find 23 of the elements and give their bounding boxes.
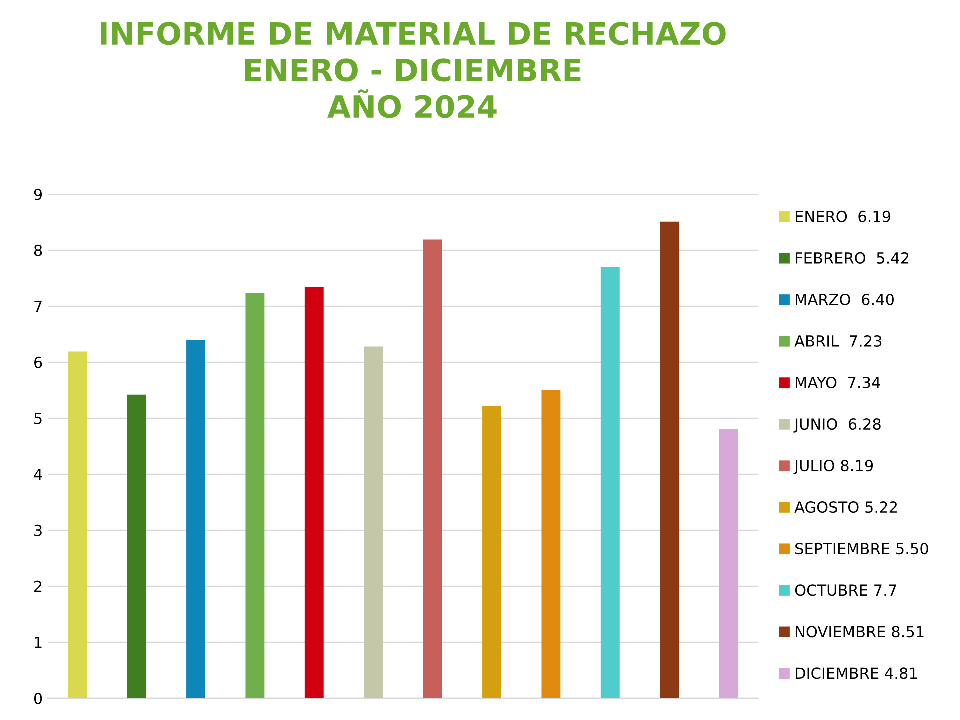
legend-label: JULIO 8.19 (794, 460, 874, 474)
y-tick-label: 8 (34, 244, 42, 256)
legend-label: JUNIO 6.28 (794, 418, 881, 433)
legend-label: AGOSTO 5.22 (794, 502, 897, 514)
legend-label: NOVIEMBRE 8.51 (796, 626, 924, 638)
y-tick-label: 6 (34, 356, 42, 368)
y-tick-label: 1 (35, 637, 42, 648)
y-tick-label: 9 (34, 188, 42, 200)
legend-label: MAYO 7.34 (796, 376, 880, 389)
chart-title: INFORME DE MATERIAL DE RECHAZO ENERO - DICIEMBRE AÑO 2024 (100, 22, 726, 118)
legend-label: MARZO 6.40 (796, 294, 894, 306)
legend-label: ABRIL 7.23 (794, 335, 882, 348)
legend-label: FEBRERO 5.42 (796, 252, 909, 264)
legend-label: DICIEMBRE 4.81 (796, 668, 918, 680)
y-tick-label: 4 (34, 469, 42, 480)
y-tick-label: 2 (34, 580, 42, 592)
legend-label: SEPTIEMBRE 5.50 (796, 543, 928, 555)
y-tick-label: 3 (34, 524, 42, 536)
y-tick-label: 5 (34, 413, 42, 424)
y-tick-label: 0 (34, 692, 42, 704)
y-tick-label: 7 (34, 301, 42, 312)
legend-label: OCTUBRE 7.7 (795, 584, 896, 596)
legend-label: ENERO 6.19 (796, 210, 891, 222)
